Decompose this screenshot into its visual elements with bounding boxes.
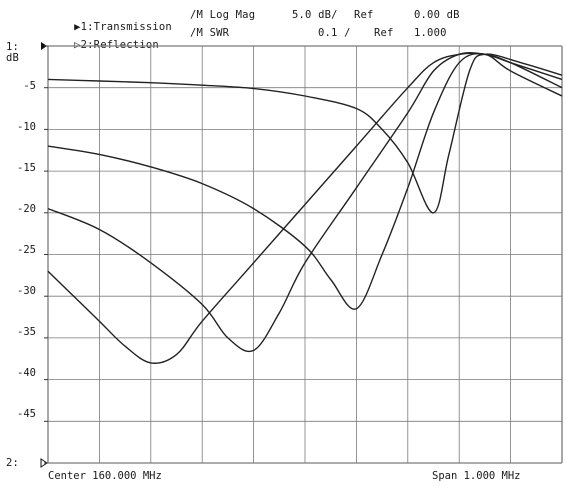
y-tick-label: -35 — [17, 326, 36, 338]
grid — [44, 45, 563, 464]
y-tick-label: -45 — [17, 408, 36, 420]
trace2-format: /M SWR — [190, 27, 230, 39]
trace2-ref-marker: 2: — [6, 457, 20, 469]
y-tick-label: -10 — [17, 121, 36, 133]
trace1-ref-label: Ref — [354, 9, 374, 21]
span-frequency: Span 1.000 MHz — [432, 470, 521, 482]
y-tick-label: -40 — [17, 367, 36, 379]
y-tick-label: -15 — [17, 162, 36, 174]
trace2-ref-label: Ref — [374, 27, 394, 39]
trace1-ref-value: 0.00 dB — [414, 9, 460, 21]
trace2-ref-value: 1.000 — [414, 27, 447, 39]
y-axis-unit: dB — [6, 52, 20, 64]
trace-line-3 — [47, 53, 563, 310]
trace1-active-marker-icon: ▶ — [74, 21, 81, 33]
trace-line-2 — [47, 52, 563, 353]
trace1-format: /M Log Mag — [190, 9, 256, 21]
y-tick-label: -20 — [17, 203, 36, 215]
center-frequency: Center 160.000 MHz — [48, 470, 162, 482]
trace1-header: ▶1:Transmission — [48, 9, 172, 45]
y-tick-label: -5 — [23, 80, 36, 92]
trace1-ref-marker: 1: — [6, 41, 20, 53]
trace2-marker-icon: ▷ — [74, 39, 81, 51]
y-tick-label: -25 — [17, 244, 36, 256]
traces — [47, 52, 563, 364]
y-tick-label: -30 — [17, 285, 36, 297]
trace1-id: 1:Transmission — [80, 21, 172, 33]
trace1-scale: 5.0 dB/ — [292, 9, 338, 21]
trace2-scale: 0.1 / — [318, 27, 351, 39]
trace2-id: 2:Reflection — [80, 39, 159, 51]
ref-marker-2-icon — [40, 458, 48, 468]
trace-line-4 — [47, 53, 563, 214]
trace2-header: ▷2:Reflection — [48, 27, 159, 63]
